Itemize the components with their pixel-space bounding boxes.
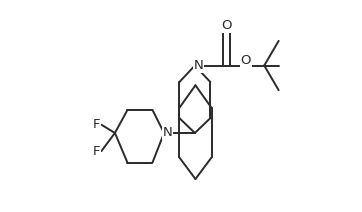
Text: N: N	[163, 127, 173, 139]
Text: F: F	[92, 118, 100, 131]
Text: O: O	[221, 19, 232, 32]
Text: N: N	[194, 59, 203, 72]
Text: O: O	[241, 54, 251, 67]
Text: F: F	[92, 145, 100, 158]
